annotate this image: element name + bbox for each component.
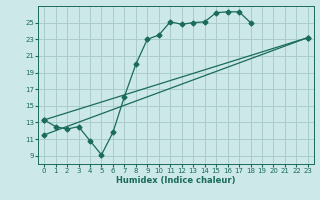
X-axis label: Humidex (Indice chaleur): Humidex (Indice chaleur) xyxy=(116,176,236,185)
